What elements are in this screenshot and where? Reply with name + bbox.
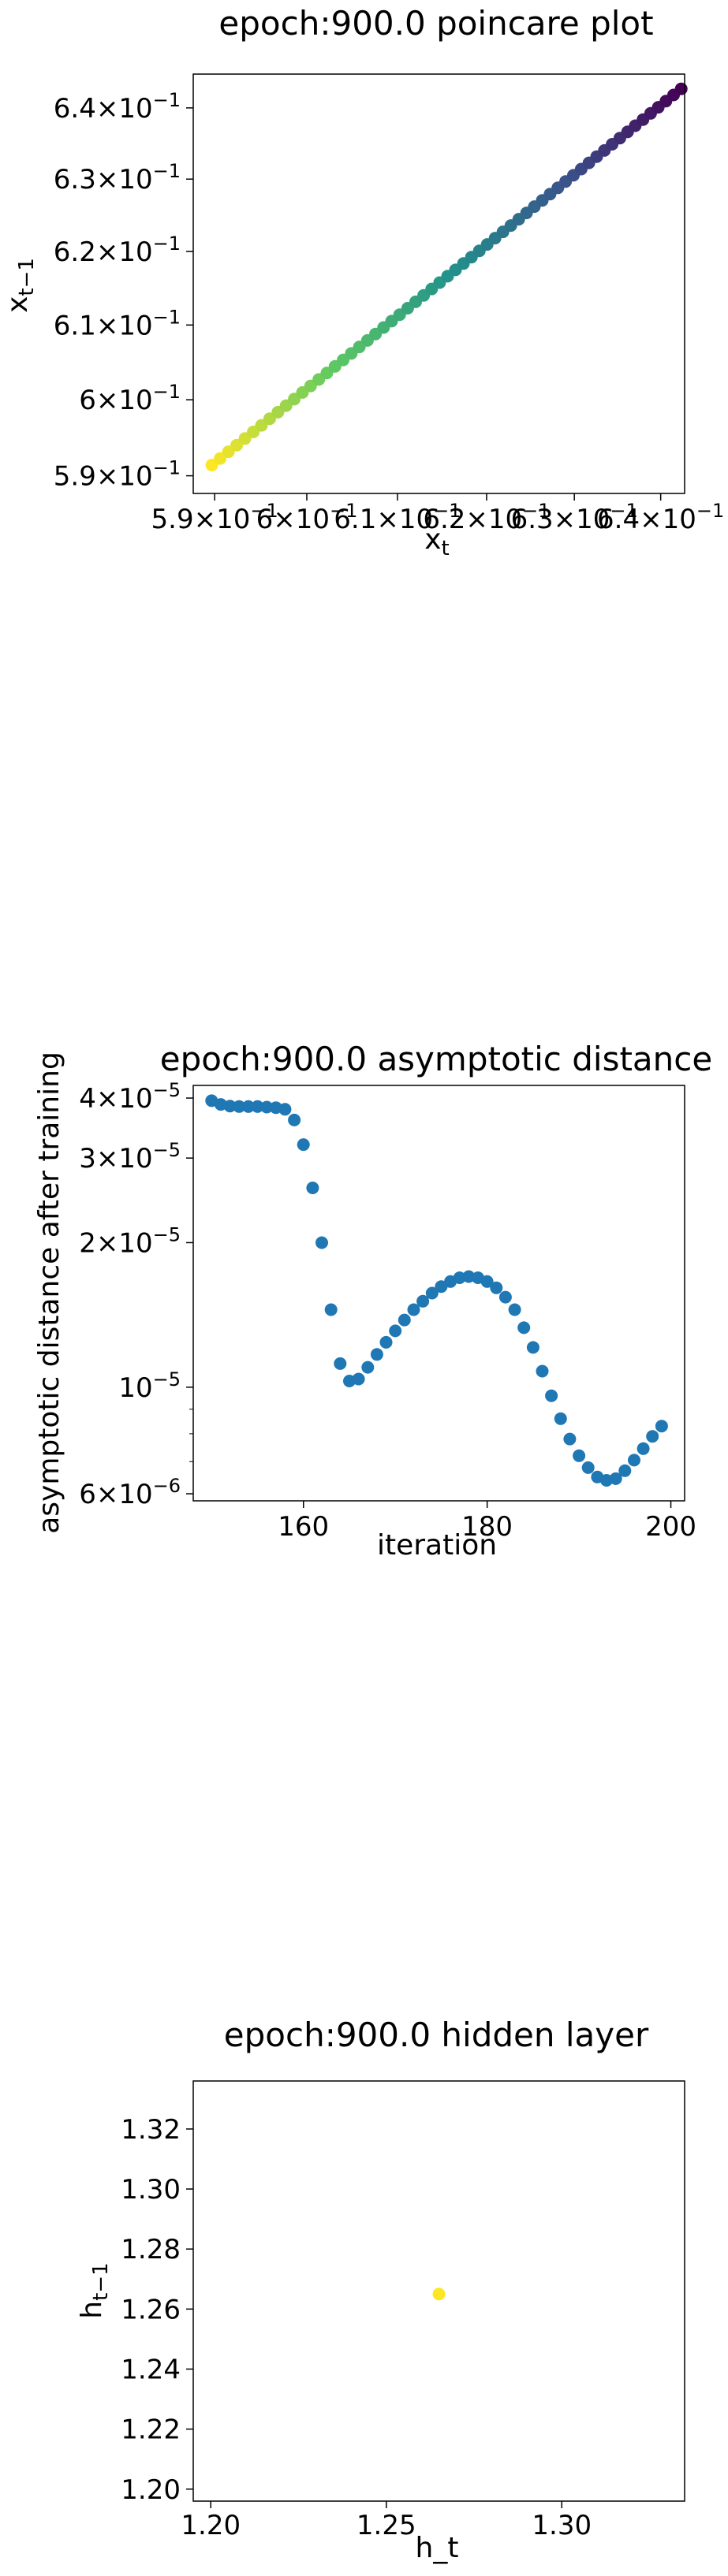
x-tick-label: 6×10−1: [256, 500, 358, 535]
data-point: [370, 1348, 383, 1361]
y-tick-label: 6.2×10−1: [54, 233, 181, 268]
data-point: [554, 1412, 567, 1425]
data-point: [407, 1303, 420, 1316]
data-point: [490, 1281, 503, 1294]
plot-frame: [192, 2080, 685, 2502]
y-tick-label: 1.22: [121, 2414, 181, 2446]
x-axis-label: iteration: [377, 1529, 497, 1562]
y-axis-label: xt−1: [2, 258, 39, 313]
data-point: [398, 1313, 411, 1327]
y-tick-label: 1.26: [121, 2294, 181, 2325]
data-point: [233, 1100, 246, 1113]
data-point: [251, 1100, 264, 1113]
data-point: [526, 1341, 539, 1354]
data-point: [416, 1294, 430, 1308]
x-tick-label: 5.9×10−1: [151, 500, 278, 535]
data-point: [241, 1100, 255, 1113]
x-axis-label: xt: [424, 523, 450, 560]
y-tick-label: 6.3×10−1: [54, 160, 181, 195]
data-point: [609, 1472, 622, 1485]
data-point: [260, 1100, 274, 1114]
poincare-plot: 5.9×10−16×10−16.1×10−16.2×10−16.3×10−16.…: [2, 73, 724, 560]
x-tick-label: 6.1×10−1: [334, 500, 461, 535]
plot-frame: [192, 1085, 685, 1502]
data-point: [435, 1280, 448, 1294]
y-axis-label: asymptotic distance after training: [33, 1052, 65, 1534]
data-point: [379, 1335, 393, 1349]
distance-title: epoch:900.0 asymptotic distance: [160, 1040, 712, 1078]
data-point: [453, 1271, 466, 1284]
data-point: [517, 1321, 531, 1335]
data-point: [288, 1113, 301, 1126]
data-point: [432, 2288, 446, 2301]
data-point: [618, 1464, 632, 1477]
data-point: [655, 1420, 668, 1433]
data-point: [563, 1432, 577, 1446]
x-tick-label: 1.20: [181, 2510, 241, 2541]
data-point: [628, 1454, 640, 1467]
data-point: [315, 1236, 328, 1249]
data-point: [573, 1449, 586, 1462]
data-point: [306, 1182, 319, 1194]
data-point: [324, 1303, 338, 1316]
data-point: [297, 1138, 310, 1152]
x-tick-label: 1.25: [357, 2510, 416, 2541]
data-point: [674, 82, 688, 95]
data-point: [508, 1303, 521, 1316]
x-tick-label: 180: [461, 1511, 513, 1543]
data-point: [637, 1442, 650, 1455]
y-tick-label: 6×10−1: [79, 381, 181, 416]
y-axis-label: ht−1: [76, 2262, 113, 2318]
data-point: [223, 1100, 237, 1113]
data-point: [462, 1270, 476, 1283]
data-point: [581, 1461, 595, 1474]
y-tick-label: 10−5: [118, 1368, 181, 1404]
y-tick-label: 1.32: [121, 2114, 181, 2146]
y-tick-label: 6.1×10−1: [54, 306, 181, 341]
y-tick-label: 1.24: [121, 2354, 181, 2385]
data-point: [425, 1286, 439, 1300]
x-axis-label: h_t: [416, 2532, 459, 2564]
x-tick-label: 6.4×10−1: [597, 500, 724, 535]
y-tick-label: 2×10−5: [79, 1223, 181, 1259]
poincare-title: epoch:900.0 poincare plot: [218, 4, 653, 43]
y-tick-label: 1.30: [121, 2174, 181, 2206]
data-point: [480, 1275, 494, 1288]
hidden-layer-plot: 1.20 1.25 1.30 1.20 1.22 1.24 1.26 1.28 1.30 1.32…: [76, 2080, 685, 2564]
y-tick-label: 3×10−5: [79, 1139, 181, 1174]
x-tick-label: 160: [278, 1511, 329, 1543]
data-point: [646, 1430, 659, 1443]
y-tick-label: 5.9×10−1: [54, 457, 181, 493]
data-point: [352, 1372, 365, 1386]
data-point: [389, 1324, 402, 1338]
data-point: [334, 1357, 347, 1370]
y-tick-label: 1.20: [121, 2474, 181, 2506]
y-tick-label: 4×10−5: [79, 1079, 181, 1115]
x-tick-label: 200: [645, 1511, 696, 1543]
data-point: [536, 1364, 549, 1378]
x-tick-label: 1.30: [532, 2510, 592, 2541]
data-point: [361, 1361, 375, 1374]
data-point: [545, 1389, 558, 1402]
hidden-layer-title: epoch:900.0 hidden layer: [224, 2016, 649, 2054]
y-tick-label: 6.4×10−1: [54, 89, 181, 125]
x-tick-label: 6.3×10−1: [511, 500, 638, 535]
asymptotic-distance-plot: 160 180 200 6×10−6 10−5 2×10−5 3×10−5 4×10−5 ite…: [33, 1052, 696, 1562]
y-tick-label: 1.28: [121, 2234, 181, 2265]
data-point: [278, 1103, 292, 1116]
data-point: [498, 1290, 512, 1304]
plot-frame: [192, 73, 685, 494]
x-tick-label: 6.2×10−1: [423, 500, 550, 535]
y-tick-label: 6×10−6: [79, 1475, 181, 1510]
